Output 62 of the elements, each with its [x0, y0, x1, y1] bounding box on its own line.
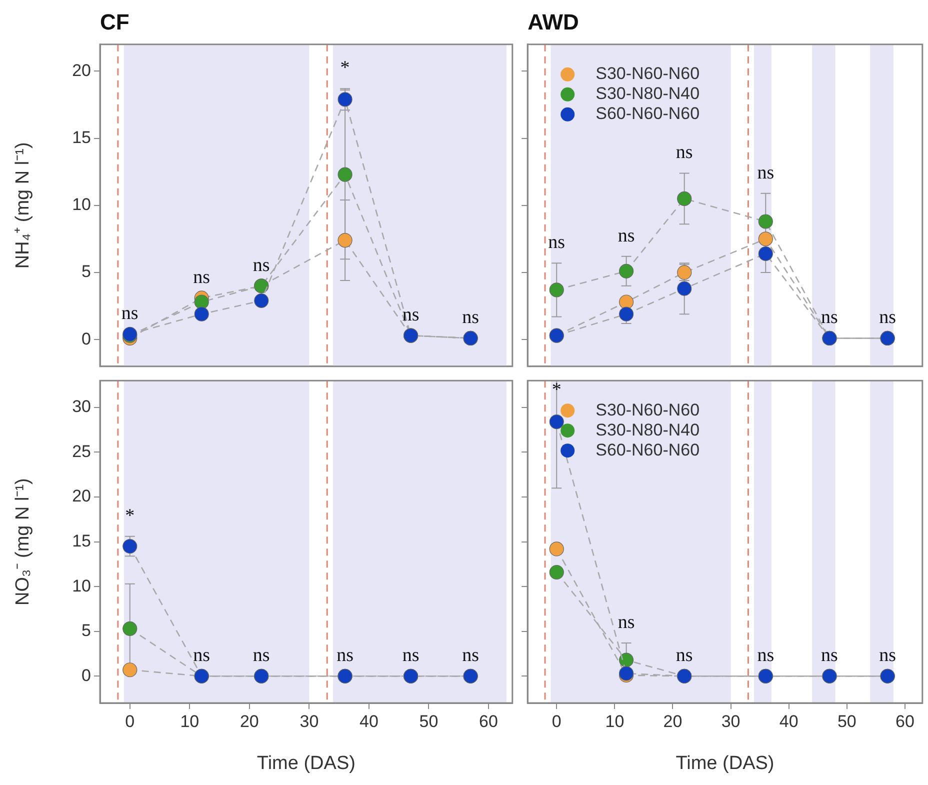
legend-label: S60-N60-N60 [596, 440, 700, 460]
x-tick-label: 20 [663, 712, 682, 731]
x-tick-label: 40 [779, 712, 798, 731]
annotation: ns [676, 142, 693, 164]
annotation: ns [252, 254, 270, 276]
y-tick-label: 20 [72, 486, 91, 506]
annotation: ns [757, 162, 774, 184]
annotation: ns [193, 266, 210, 288]
annotation: ns [462, 645, 480, 666]
annotation: ns [252, 645, 270, 666]
annotation: ns [618, 225, 635, 246]
y-tick-label: 30 [72, 397, 91, 416]
y-tick-label: 10 [72, 195, 91, 214]
y-tick-label: 0 [82, 666, 91, 685]
x-tick-label: 10 [180, 712, 200, 731]
y-tick-label: 10 [72, 576, 91, 596]
y-axis-title: NH₄⁺ (mg N l⁻¹) [12, 142, 34, 269]
legend-label: S30-N80-N40 [596, 84, 700, 104]
annotation: ns [757, 645, 774, 666]
annotation: ns [462, 307, 480, 328]
annotation: ns [676, 645, 693, 666]
y-tick-label: 20 [72, 60, 91, 80]
annotation: ns [402, 304, 420, 326]
annotation: ns [618, 612, 635, 633]
annotation: * [125, 505, 135, 526]
annotation: ns [336, 645, 354, 666]
legend-label: S60-N60-N60 [596, 104, 700, 124]
annotation: ns [193, 645, 210, 666]
legend-label: S30-N80-N40 [596, 420, 700, 440]
y-tick-label: 0 [82, 329, 91, 348]
chart-title: CF [100, 9, 130, 34]
annotation: ns [879, 307, 896, 328]
y-tick-label: 5 [82, 262, 91, 282]
y-tick-label: 15 [72, 531, 91, 550]
x-tick-label: 0 [125, 712, 135, 731]
annotation: ns [879, 645, 896, 666]
annotation: * [340, 58, 350, 79]
x-tick-label: 30 [300, 712, 319, 731]
legend-label: S30-N60-N60 [596, 400, 700, 420]
annotation: ns [121, 303, 138, 324]
annotation: ns [821, 307, 838, 328]
annotation: ns [821, 645, 838, 666]
x-tick-label: 0 [552, 712, 562, 731]
y-axis-title: NO₃⁻ (mg N l⁻¹) [12, 478, 34, 606]
x-tick-label: 60 [896, 712, 914, 731]
y-tick-label: 15 [72, 128, 91, 148]
y-tick-label: 25 [72, 442, 91, 461]
x-tick-label: 30 [721, 712, 740, 731]
annotation: ns [548, 232, 566, 254]
x-axis-title: Time (DAS) [256, 752, 356, 774]
x-tick-label: 20 [240, 712, 259, 731]
x-axis-title: Time (DAS) [676, 752, 774, 774]
chart-title: AWD [528, 9, 579, 34]
x-tick-label: 50 [837, 712, 856, 731]
x-tick-label: 50 [419, 712, 438, 731]
legend-label: S30-N60-N60 [596, 64, 700, 84]
annotation: * [552, 380, 562, 401]
x-tick-label: 10 [605, 712, 624, 731]
annotation: ns [402, 645, 420, 666]
y-tick-label: 5 [82, 621, 91, 640]
x-tick-label: 40 [359, 712, 378, 731]
x-tick-label: 60 [479, 712, 498, 731]
